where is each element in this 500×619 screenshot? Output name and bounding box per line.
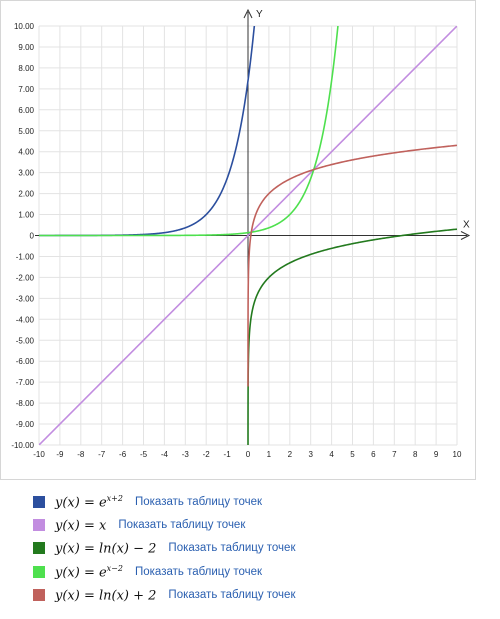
x-tick-label: 0 (246, 450, 251, 459)
y-tick-label: -5.00 (16, 336, 35, 345)
x-tick-label: -7 (98, 450, 106, 459)
x-tick-label: -4 (161, 450, 169, 459)
legend-item: y(x) = ex+2 Показать таблицу точек (33, 492, 262, 512)
x-tick-label: 9 (434, 450, 439, 459)
legend-formula: y(x) = ln(x) − 2 (55, 541, 157, 557)
x-tick-label: -8 (77, 450, 85, 459)
x-tick-label: 8 (413, 450, 418, 459)
show-points-table-link[interactable]: Показать таблицу точек (134, 566, 263, 578)
y-tick-label: -1.00 (16, 252, 35, 261)
y-tick-label: 0 (30, 232, 35, 241)
y-tick-label: 4.00 (18, 148, 34, 157)
legend-formula: y(x) = ex+2 (55, 493, 123, 511)
y-tick-label: 5.00 (18, 127, 34, 136)
y-tick-label: 1.00 (18, 211, 34, 220)
y-tick-label: -4.00 (16, 315, 35, 324)
y-axis-arrow (243, 8, 253, 19)
show-points-table-link[interactable]: Показать таблицу точек (168, 589, 296, 601)
chart-plot: Y X 10.00 9.00 8.00 7.00 6.00 5.00 4.00 3.00 2.00 1… (11, 8, 471, 459)
legend-swatch (33, 496, 45, 508)
y-tick-label: 10.00 (14, 22, 35, 31)
series-line (247, 144, 457, 387)
x-axis-label: X (463, 220, 470, 231)
x-tick-label: -6 (119, 450, 127, 459)
chart-frame: Y X 10.00 9.00 8.00 7.00 6.00 5.00 4.00 3.00 2.00 1… (0, 0, 476, 480)
x-tick-label: -2 (203, 450, 211, 459)
x-tick-label: 3 (308, 450, 313, 459)
legend-swatch (33, 519, 45, 531)
y-tick-label: 2.00 (18, 190, 34, 199)
y-tick-label: 8.00 (18, 64, 34, 73)
x-tick-label: -5 (140, 450, 148, 459)
x-tick-label: 1 (267, 450, 272, 459)
legend-item: y(x) = ex−2 Показать таблицу точек (33, 562, 262, 582)
legend-swatch (33, 566, 45, 578)
legend-item: y(x) = ln(x) − 2 Показать таблицу точек (33, 538, 295, 558)
x-tick-label: -10 (33, 450, 45, 459)
show-points-table-link[interactable]: Показать таблицу точек (134, 496, 263, 508)
x-tick-label: -1 (224, 450, 232, 459)
y-tick-label: -7.00 (16, 378, 35, 387)
x-tick-label: 2 (288, 450, 293, 459)
legend-formula: y(x) = ex−2 (55, 563, 123, 581)
x-tick-label: -9 (56, 450, 64, 459)
legend-item: y(x) = x Показать таблицу точек (33, 515, 245, 535)
y-tick-label: -8.00 (16, 399, 35, 408)
y-tick-label: 3.00 (18, 169, 34, 178)
x-tick-label: 4 (329, 450, 334, 459)
show-points-table-link[interactable]: Показать таблицу точек (118, 519, 246, 531)
legend-formula: y(x) = ln(x) + 2 (55, 588, 157, 604)
y-axis-label: Y (256, 9, 263, 20)
x-tick-label: 10 (453, 450, 462, 459)
y-tick-label: 7.00 (18, 85, 34, 94)
legend-item: y(x) = ln(x) + 2 Показать таблицу точек (33, 585, 295, 605)
x-tick-label: -3 (182, 450, 190, 459)
series-line (39, 26, 457, 445)
legend-formula: y(x) = x (55, 518, 107, 534)
y-tick-label: -3.00 (16, 294, 35, 303)
x-tick-label: 6 (371, 450, 376, 459)
y-tick-label: -6.00 (16, 357, 35, 366)
series-line (39, 26, 339, 237)
x-axis-arrow (460, 231, 471, 240)
y-tick-label: -10.00 (11, 441, 34, 450)
show-points-table-link[interactable]: Показать таблицу точек (168, 542, 296, 554)
y-tick-label: -2.00 (16, 273, 35, 282)
legend-swatch (33, 589, 45, 601)
y-tick-label: 6.00 (18, 106, 34, 115)
legend-swatch (33, 542, 45, 554)
y-tick-label: 9.00 (18, 43, 34, 52)
y-tick-label: -9.00 (16, 420, 35, 429)
x-tick-label: 5 (350, 450, 355, 459)
x-tick-label: 7 (392, 450, 397, 459)
